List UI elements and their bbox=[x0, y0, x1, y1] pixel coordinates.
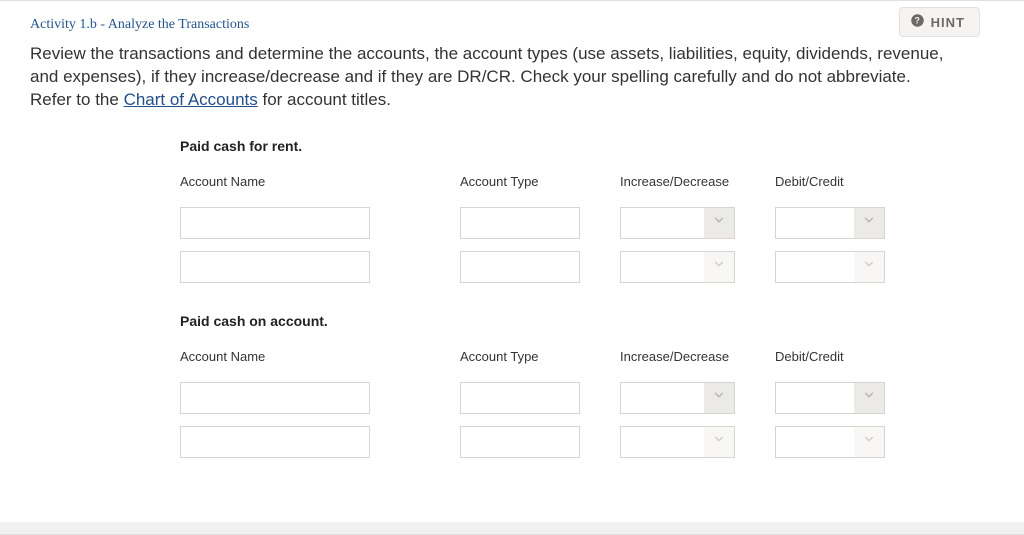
chevron-down-icon bbox=[862, 213, 876, 232]
header-inc-dec: Increase/Decrease bbox=[620, 174, 775, 189]
inc-dec-dropdown-button[interactable] bbox=[704, 427, 734, 457]
hint-button[interactable]: ? HINT bbox=[899, 7, 980, 37]
header-account-type: Account Type bbox=[460, 174, 620, 189]
table-row bbox=[180, 251, 994, 283]
column-headers: Account Name Account Type Increase/Decre… bbox=[180, 174, 994, 189]
header-dr-cr: Debit/Credit bbox=[775, 349, 895, 364]
activity-panel: ? HINT Activity 1.b - Analyze the Transa… bbox=[0, 0, 1024, 535]
account-name-input[interactable] bbox=[180, 207, 370, 239]
inc-dec-dropdown-button[interactable] bbox=[704, 383, 734, 413]
header-inc-dec: Increase/Decrease bbox=[620, 349, 775, 364]
header-account-name: Account Name bbox=[180, 174, 460, 189]
header-account-name: Account Name bbox=[180, 349, 460, 364]
hint-label: HINT bbox=[931, 15, 965, 30]
chevron-down-icon bbox=[712, 257, 726, 276]
table-row bbox=[180, 426, 994, 458]
account-name-input[interactable] bbox=[180, 251, 370, 283]
dr-cr-dropdown-button[interactable] bbox=[854, 208, 884, 238]
transaction-title: Paid cash on account. bbox=[180, 313, 994, 329]
activity-title: Activity 1.b - Analyze the Transactions bbox=[30, 17, 994, 33]
account-type-input[interactable] bbox=[460, 426, 580, 458]
dr-cr-dropdown-button[interactable] bbox=[854, 252, 884, 282]
svg-text:?: ? bbox=[914, 16, 920, 26]
dr-cr-dropdown-button[interactable] bbox=[854, 427, 884, 457]
chevron-down-icon bbox=[862, 388, 876, 407]
chevron-down-icon bbox=[862, 432, 876, 451]
account-type-input[interactable] bbox=[460, 207, 580, 239]
inc-dec-dropdown-button[interactable] bbox=[704, 252, 734, 282]
inc-dec-dropdown-button[interactable] bbox=[704, 208, 734, 238]
activity-instructions: Review the transactions and determine th… bbox=[30, 43, 950, 112]
account-type-input[interactable] bbox=[460, 251, 580, 283]
account-type-input[interactable] bbox=[460, 382, 580, 414]
chevron-down-icon bbox=[712, 388, 726, 407]
chevron-down-icon bbox=[862, 257, 876, 276]
account-name-input[interactable] bbox=[180, 382, 370, 414]
header-dr-cr: Debit/Credit bbox=[775, 174, 895, 189]
chevron-down-icon bbox=[712, 432, 726, 451]
help-circle-icon: ? bbox=[910, 13, 925, 31]
column-headers: Account Name Account Type Increase/Decre… bbox=[180, 349, 994, 364]
account-name-input[interactable] bbox=[180, 426, 370, 458]
transaction-title: Paid cash for rent. bbox=[180, 138, 994, 154]
header-account-type: Account Type bbox=[460, 349, 620, 364]
table-row bbox=[180, 207, 994, 239]
table-row bbox=[180, 382, 994, 414]
chart-of-accounts-link[interactable]: Chart of Accounts bbox=[124, 90, 258, 109]
footer-bar bbox=[0, 522, 1024, 534]
dr-cr-dropdown-button[interactable] bbox=[854, 383, 884, 413]
instructions-text-after: for account titles. bbox=[258, 90, 391, 109]
chevron-down-icon bbox=[712, 213, 726, 232]
work-area: Paid cash for rent. Account Name Account… bbox=[180, 138, 994, 458]
